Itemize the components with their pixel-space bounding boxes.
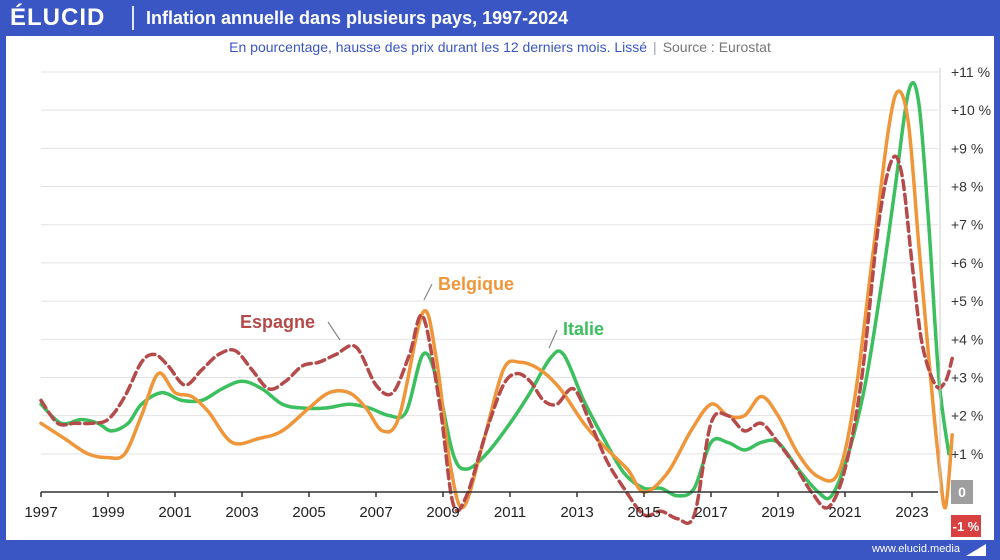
x-tick-label: 2009: [426, 504, 459, 521]
y-tick-label: 0: [958, 484, 966, 500]
elucid-logo[interactable]: ÉLUCID: [10, 4, 106, 31]
y-tick-label: +10 %: [951, 102, 991, 118]
series-line-italie: [39, 80, 951, 501]
x-tick-label: 2021: [828, 504, 861, 521]
zero-badge: [951, 480, 973, 504]
y-tick-label: +4 %: [951, 331, 983, 347]
series-line-espagne: [39, 154, 954, 526]
footer-url[interactable]: www.elucid.media: [871, 543, 960, 555]
elucid-mark-icon: [966, 544, 986, 556]
annotation-leader: [548, 329, 558, 349]
x-tick-label: 2015: [627, 504, 660, 521]
x-tick-label: 1997: [24, 504, 57, 521]
x-tick-label: 2023: [895, 504, 928, 521]
y-tick-label: +11 %: [951, 64, 990, 80]
subtitle-separator: |: [653, 39, 657, 55]
x-tick-label: 1999: [91, 504, 124, 521]
series-label-belgique: Belgique: [438, 274, 514, 294]
annotation-leader: [423, 283, 433, 301]
chart-panel: En pourcentage, hausse des prix durant l…: [6, 36, 994, 540]
y-tick-label: +5 %: [951, 293, 983, 309]
header-divider: [132, 6, 134, 30]
y-tick-label: +3 %: [951, 369, 983, 385]
y-tick-label: +7 %: [951, 217, 983, 233]
x-tick-label: 2001: [158, 504, 191, 521]
header-bar: ÉLUCID Inflation annuelle dans plusieurs…: [0, 0, 1000, 36]
y-tick-label: +2 %: [951, 408, 983, 424]
chart-title: Inflation annuelle dans plusieurs pays, …: [146, 8, 569, 28]
y-tick-label: +8 %: [951, 179, 983, 195]
x-tick-label: 2019: [761, 504, 794, 521]
subtitle-source: Source : Eurostat: [662, 39, 771, 55]
x-tick-label: 2007: [359, 504, 392, 521]
series-line-belgique: [39, 89, 954, 510]
annotation-leader: [327, 321, 341, 341]
series-label-italie: Italie: [563, 319, 604, 339]
y-tick-label: -1 %: [953, 519, 980, 534]
x-tick-label: 2003: [225, 504, 258, 521]
x-tick-label: 2005: [292, 504, 325, 521]
y-tick-label: +6 %: [951, 255, 983, 271]
x-tick-label: 2013: [560, 504, 593, 521]
subtitle-description: En pourcentage, hausse des prix durant l…: [229, 39, 648, 55]
x-tick-label: 2011: [494, 504, 526, 521]
y-tick-label: +9 %: [951, 140, 983, 156]
series-label-espagne: Espagne: [240, 312, 315, 332]
x-tick-label: 2017: [694, 504, 727, 521]
y-tick-label: +1 %: [951, 446, 983, 462]
chart-subtitle: En pourcentage, hausse des prix durant l…: [6, 38, 994, 56]
negative-badge: [951, 515, 981, 537]
